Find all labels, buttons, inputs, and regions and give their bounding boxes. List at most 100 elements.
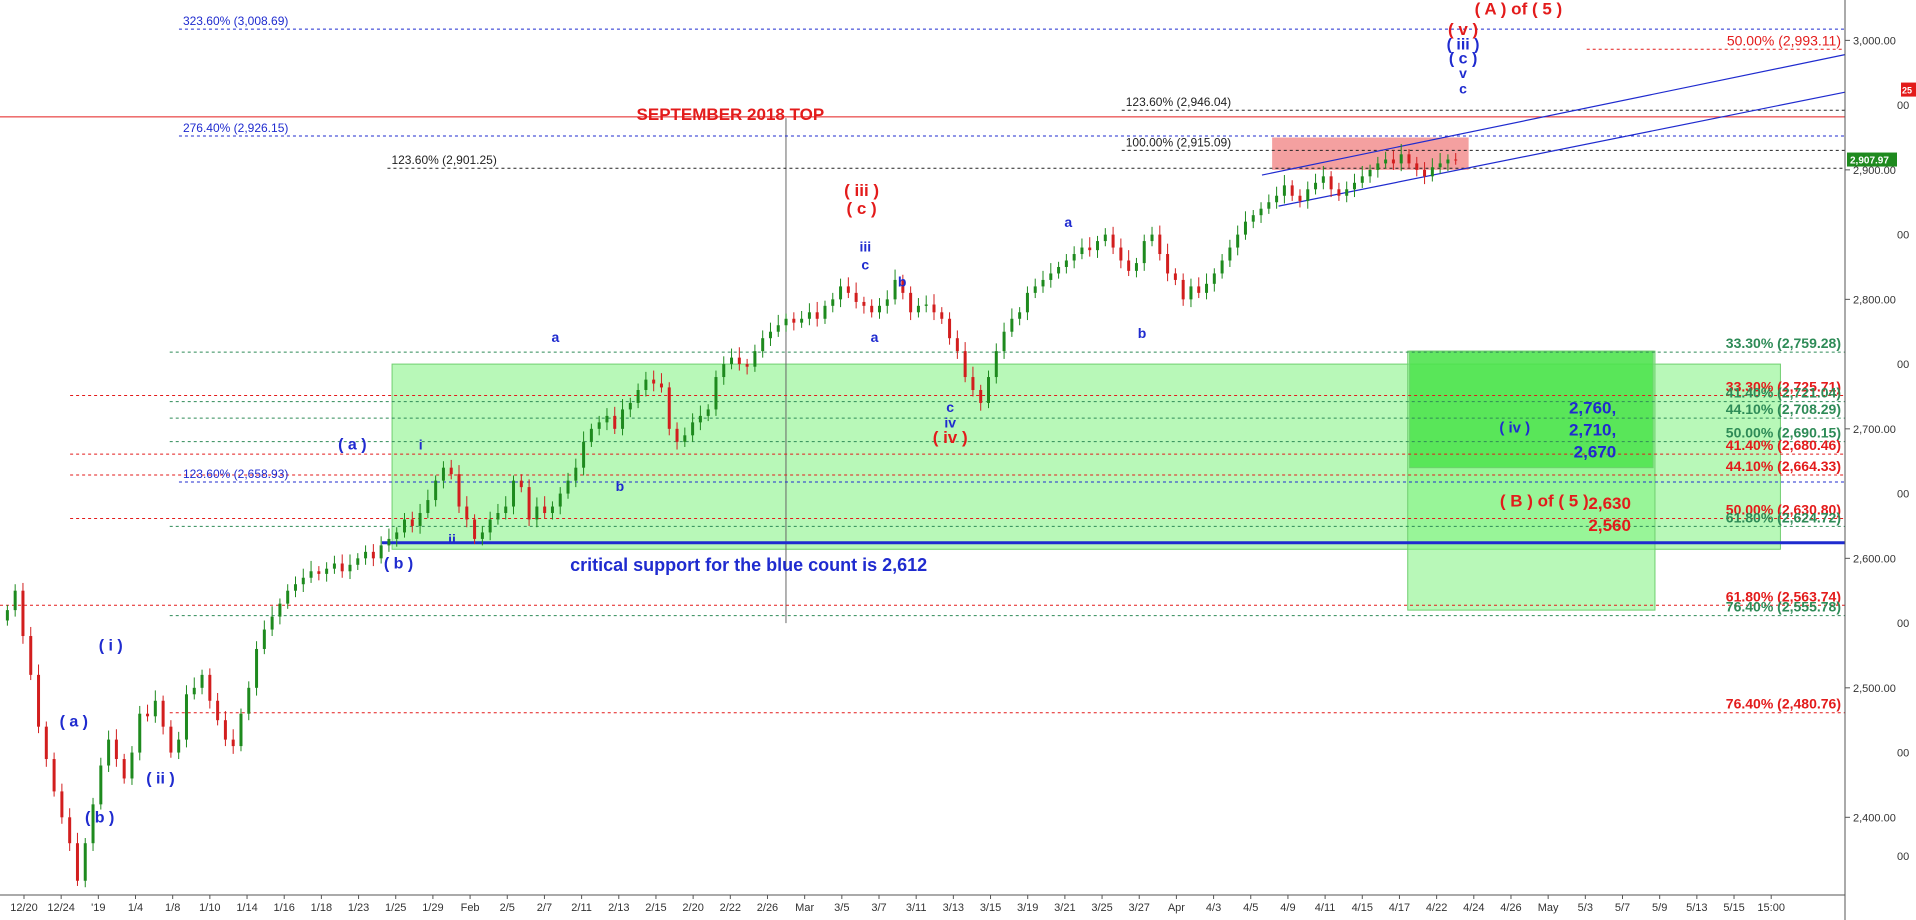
candle-body bbox=[916, 305, 920, 313]
fib-label: 123.60% (2,901.25) bbox=[391, 153, 496, 167]
fibonacci-levels: 323.60% (3,008.69) 50.00% (2,993.11) 123.6… bbox=[0, 14, 1845, 714]
candle-body bbox=[831, 299, 835, 306]
projection-target-red: 2,560 bbox=[1588, 516, 1631, 535]
date-tick-label: 4/26 bbox=[1500, 902, 1521, 914]
wave-label: ( B ) of ( 5 ) bbox=[1500, 492, 1589, 511]
price-tick-label: 3,000.00 bbox=[1853, 35, 1896, 47]
candle-body bbox=[527, 487, 531, 520]
candle-body bbox=[1275, 195, 1279, 203]
candle-body bbox=[317, 571, 321, 574]
price-minor-tick-label: 00 bbox=[1897, 618, 1909, 630]
candle-body bbox=[901, 279, 905, 293]
price-minor-tick-label: 00 bbox=[1897, 230, 1909, 242]
date-tick-label: 3/7 bbox=[871, 902, 886, 914]
candle-body bbox=[488, 519, 492, 533]
fib-label: 41.40% (2,721.04) bbox=[1726, 385, 1841, 401]
candle-body bbox=[1103, 234, 1107, 242]
candle-body bbox=[761, 338, 765, 352]
wave-label: a bbox=[551, 329, 559, 345]
candle-body bbox=[839, 286, 843, 300]
wave-label: b bbox=[898, 273, 907, 289]
date-tick-label: '19 bbox=[91, 902, 105, 914]
candle-body bbox=[1041, 279, 1045, 287]
candle-body bbox=[177, 739, 181, 753]
candle-body bbox=[948, 318, 952, 339]
candle-body bbox=[846, 286, 850, 293]
wave-label: c bbox=[946, 399, 954, 415]
candle-body bbox=[1236, 234, 1240, 248]
candle-body bbox=[1197, 286, 1201, 293]
candle-body bbox=[75, 843, 79, 881]
date-tick-label: 3/5 bbox=[834, 902, 849, 914]
candle-body bbox=[403, 519, 407, 533]
candle-body bbox=[979, 389, 983, 403]
date-tick-label: 3/15 bbox=[980, 902, 1001, 914]
candle-body bbox=[1205, 283, 1209, 293]
candle-body bbox=[706, 409, 710, 416]
date-tick-label: 1/10 bbox=[199, 902, 220, 914]
fib-label: 50.00% (2,993.11) bbox=[1727, 32, 1841, 48]
date-tick-label: Apr bbox=[1168, 902, 1185, 914]
candle-body bbox=[184, 694, 188, 740]
candle-body bbox=[37, 674, 41, 727]
candle-body bbox=[800, 318, 804, 323]
trend-channel bbox=[1261, 54, 1846, 207]
candle-body bbox=[1454, 159, 1458, 161]
projection-target-blue: 2,760, bbox=[1569, 398, 1616, 417]
price-minor-tick-label: 00 bbox=[1897, 851, 1909, 863]
candle-body bbox=[566, 480, 570, 494]
wave-label: ( c ) bbox=[846, 199, 876, 218]
price-tick-label: 2,400.00 bbox=[1853, 812, 1896, 824]
candle-body bbox=[955, 338, 959, 352]
price-tick-label: 2,900.00 bbox=[1853, 165, 1896, 177]
wave-label: ( a ) bbox=[60, 714, 88, 731]
candle-body bbox=[379, 545, 383, 559]
candle-body bbox=[418, 513, 422, 526]
fib-label: 100.00% (2,915.09) bbox=[1126, 135, 1231, 149]
candle-body bbox=[636, 389, 640, 403]
candle-body bbox=[146, 713, 150, 717]
price-tick-label: 2,500.00 bbox=[1853, 683, 1896, 695]
wave-label: a bbox=[871, 329, 879, 345]
candle-body bbox=[1228, 247, 1232, 261]
wave-label: ( b ) bbox=[384, 556, 413, 573]
candle-body bbox=[1384, 159, 1388, 164]
date-tick-label: 1/29 bbox=[422, 902, 443, 914]
candle-body bbox=[52, 759, 56, 792]
candle-body bbox=[480, 532, 484, 539]
candle-body bbox=[605, 415, 609, 423]
candle-body bbox=[1127, 260, 1131, 271]
candle-body bbox=[371, 551, 375, 559]
price-tick-label: 2,600.00 bbox=[1853, 553, 1896, 565]
candle-body bbox=[68, 817, 72, 844]
candle-body bbox=[963, 351, 967, 378]
candle-body bbox=[387, 538, 391, 546]
candle-body bbox=[208, 674, 212, 701]
wave-label: ( iii ) bbox=[844, 181, 879, 200]
candle-body bbox=[270, 616, 274, 630]
fib-label: 276.40% (2,926.15) bbox=[183, 121, 288, 135]
candle-body bbox=[169, 726, 173, 753]
candle-body bbox=[893, 279, 897, 300]
candle-body bbox=[1267, 202, 1271, 209]
date-tick-label: May bbox=[1538, 902, 1559, 914]
date-tick-label: 4/11 bbox=[1315, 902, 1336, 914]
candle-body bbox=[1212, 273, 1216, 284]
candle-body bbox=[543, 506, 547, 514]
candle-body bbox=[854, 292, 858, 302]
candle-body bbox=[1306, 189, 1310, 201]
candle-body bbox=[1033, 286, 1037, 293]
fib-label: 44.10% (2,664.33) bbox=[1726, 458, 1841, 474]
candle-body bbox=[1290, 185, 1294, 196]
candle-body bbox=[1119, 247, 1123, 261]
candle-body bbox=[667, 387, 671, 429]
candle-body bbox=[1158, 234, 1162, 255]
candle-body bbox=[457, 474, 461, 507]
candle-body bbox=[395, 532, 399, 539]
candle-body bbox=[5, 610, 9, 621]
candle-body bbox=[21, 590, 25, 637]
candle-body bbox=[91, 804, 95, 844]
candle-body bbox=[683, 435, 687, 442]
candle-body bbox=[426, 500, 430, 514]
candle-body bbox=[60, 791, 64, 818]
